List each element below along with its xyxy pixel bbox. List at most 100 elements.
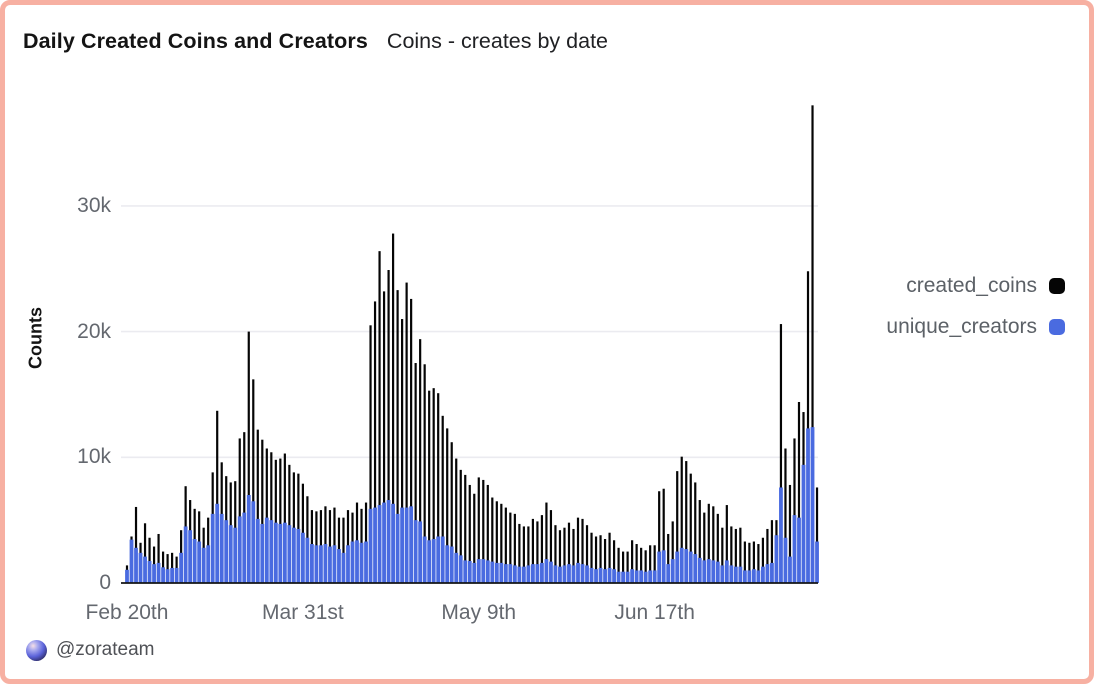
created-coins-bar	[649, 545, 652, 583]
unique-creators-bar	[742, 570, 747, 583]
created-coins-bar	[694, 482, 697, 583]
legend-item-unique-creators[interactable]: unique_creators	[886, 312, 1065, 342]
created-coins-bar	[216, 410, 219, 583]
unique-creators-bar	[440, 536, 445, 583]
unique-creators-bar	[328, 546, 332, 583]
unique-creators-bar	[188, 530, 193, 583]
unique-creators-bar	[612, 569, 616, 583]
unique-creators-bar	[675, 551, 680, 583]
created-coins-bar	[594, 536, 598, 583]
created-coins-bar	[504, 507, 507, 583]
unique-creators-bar	[332, 545, 337, 583]
created-coins-bar	[563, 527, 566, 583]
created-coins-bar	[396, 290, 399, 583]
unique-creators-bar	[729, 565, 734, 583]
created-coins-bar	[581, 518, 584, 583]
unique-creators-bar	[508, 564, 513, 583]
created-coins-bar	[513, 513, 516, 583]
unique-creators-bar	[170, 567, 174, 583]
created-coins-bar	[531, 518, 534, 583]
created-coins-bar	[599, 535, 602, 583]
created-coins-bar	[536, 521, 539, 583]
unique-creators-bar	[260, 523, 265, 583]
created-coins-bar	[468, 484, 471, 583]
unique-creators-bar	[165, 569, 170, 583]
unique-creators-bar	[463, 560, 468, 583]
unique-creators-bar	[679, 547, 684, 583]
created-coins-bar	[391, 233, 395, 583]
created-coins-bar	[653, 545, 656, 583]
x-tick-label: Mar 31st	[262, 601, 344, 624]
unique-creators-bar	[576, 562, 580, 583]
created-coins-bar	[428, 390, 431, 583]
unique-creators-bar	[427, 540, 432, 583]
attribution: @zorateam	[26, 639, 155, 661]
unique-creators-bar	[770, 562, 774, 583]
created-coins-bar	[815, 487, 819, 583]
created-coins-bar	[342, 517, 345, 583]
created-coins-bar	[148, 537, 151, 583]
unique-creators-bar	[359, 542, 364, 583]
page-title: Daily Created Coins and Creators	[23, 29, 368, 53]
created-coins-bar	[432, 388, 435, 583]
created-coins-bar	[739, 527, 742, 583]
unique-creators-bar	[305, 537, 310, 583]
unique-creators-bar	[296, 528, 301, 583]
unique-creators-bar	[337, 549, 341, 583]
created-coins-bar	[455, 458, 458, 583]
created-coins-bar	[743, 541, 746, 583]
created-coins-bar	[157, 533, 160, 583]
created-coins-bar	[473, 493, 476, 583]
created-coins-bar	[166, 554, 169, 583]
created-coins-bar	[274, 459, 277, 583]
y-tick-label: 30k	[77, 193, 111, 217]
unique-creators-bar	[738, 566, 743, 583]
unique-creators-bar	[134, 547, 138, 583]
unique-creators-bar	[341, 552, 346, 583]
created-coins-bar	[414, 363, 417, 583]
unique-creators-bar	[697, 557, 702, 583]
created-coins-bar	[279, 458, 282, 583]
unique-creators-bar	[418, 521, 423, 583]
unique-creators-bar	[666, 564, 671, 583]
created-coins-bar	[134, 506, 138, 583]
unique-creators-bar	[702, 560, 707, 583]
unique-creators-bar	[377, 505, 382, 583]
created-coins-bar	[671, 521, 674, 583]
unique-creators-bar	[756, 570, 761, 583]
created-coins-bar	[626, 551, 629, 583]
unique-creators-bar	[215, 503, 220, 583]
created-coins-bar	[617, 547, 620, 583]
unique-creators-bar	[314, 545, 319, 583]
created-coins-bar	[603, 539, 607, 583]
team-handle: @zorateam	[56, 639, 155, 660]
created-coins-bar	[419, 339, 422, 583]
unique-creators-bar	[765, 564, 770, 583]
created-coins-bar	[423, 364, 426, 583]
unique-creators-bar	[355, 540, 359, 583]
created-coins-bar	[387, 270, 390, 583]
unique-creators-bar	[517, 566, 522, 583]
unique-creators-bar	[382, 502, 386, 583]
legend-label: created_coins	[906, 274, 1037, 297]
created-coins-bar	[554, 525, 557, 583]
created-coins-bar	[667, 533, 670, 583]
unique-creators-bar	[643, 571, 648, 583]
legend-item-created-coins[interactable]: created_coins	[906, 271, 1065, 301]
created-coins-bar	[369, 325, 372, 583]
created-coins-bar	[811, 105, 814, 583]
unique-creators-bar	[540, 562, 544, 583]
created-coins-bar	[256, 429, 259, 583]
created-coins-bar	[698, 500, 701, 583]
unique-creators-bar	[774, 535, 779, 583]
unique-creators-bar	[806, 428, 810, 583]
unique-creators-bar	[706, 559, 711, 583]
unique-creators-bar	[535, 564, 540, 583]
created-coins-bar	[450, 442, 453, 583]
y-tick-label: 10k	[77, 445, 111, 469]
x-tick-label: Feb 20th	[85, 601, 169, 624]
created-coins-bar	[757, 544, 760, 583]
created-coins-bar	[806, 271, 810, 583]
unique-creators-bar	[815, 541, 819, 583]
unique-creators-bar	[454, 552, 459, 583]
